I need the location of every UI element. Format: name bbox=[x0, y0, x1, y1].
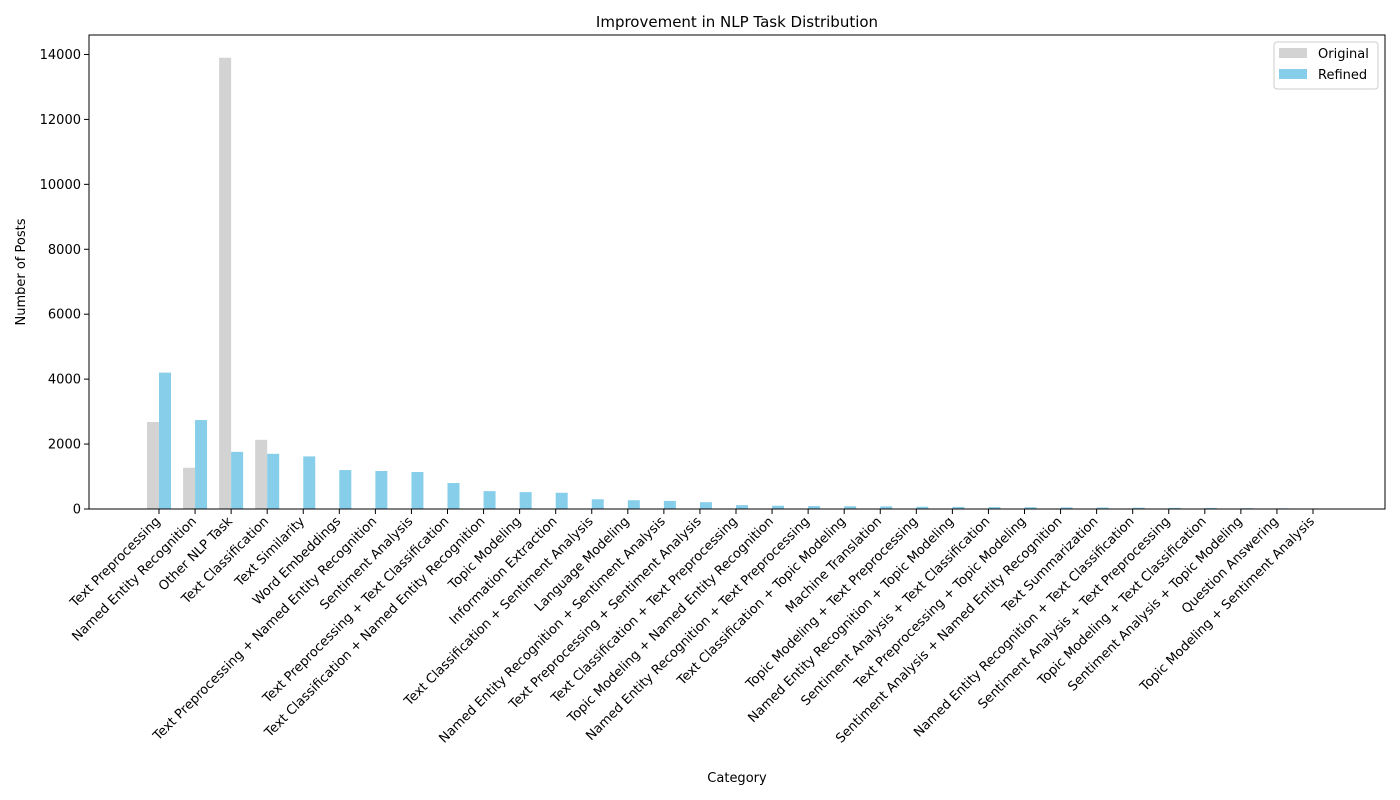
bar-refined bbox=[699, 502, 712, 509]
y-tick-label: 2000 bbox=[48, 438, 81, 453]
y-tick-label: 6000 bbox=[48, 308, 81, 323]
legend-label-original: Original bbox=[1318, 47, 1369, 62]
bar-refined bbox=[627, 500, 640, 509]
bar-refined bbox=[231, 451, 244, 509]
bar-refined bbox=[1096, 507, 1109, 509]
x-axis-label: Category bbox=[707, 771, 767, 786]
y-tick-label: 12000 bbox=[40, 113, 81, 128]
y-axis-ticks: 0 2000 4000 6000 8000 10000 12000 14000 bbox=[40, 48, 89, 518]
legend-swatch-refined bbox=[1279, 69, 1307, 79]
bar-refined bbox=[663, 500, 676, 509]
bar-refined bbox=[736, 505, 748, 509]
bar-refined bbox=[267, 453, 280, 509]
bar-refined bbox=[303, 456, 316, 509]
bar-refined bbox=[808, 506, 821, 509]
bar-refined bbox=[880, 506, 893, 509]
bar-refined bbox=[483, 491, 496, 509]
legend: Original Refined bbox=[1273, 41, 1379, 90]
legend-label-refined: Refined bbox=[1318, 68, 1367, 83]
y-tick-label: 8000 bbox=[48, 243, 81, 258]
bar-refined bbox=[1132, 507, 1145, 509]
bar-original bbox=[147, 421, 159, 509]
bar-refined bbox=[952, 506, 965, 509]
bar-refined bbox=[916, 506, 929, 509]
bar-refined bbox=[411, 471, 424, 509]
bar-refined bbox=[555, 492, 568, 509]
y-tick-label: 4000 bbox=[48, 373, 81, 388]
bar-refined bbox=[1060, 507, 1073, 509]
y-axis-label: Number of Posts bbox=[14, 218, 29, 325]
y-tick-label: 0 bbox=[73, 503, 81, 518]
bar-original bbox=[219, 57, 232, 510]
plot-frame bbox=[88, 34, 1386, 510]
bar-original bbox=[255, 439, 268, 509]
bar-original bbox=[183, 467, 196, 509]
bar-refined bbox=[519, 492, 532, 509]
bar-refined bbox=[195, 420, 208, 509]
chart-title: Improvement in NLP Task Distribution bbox=[596, 13, 878, 31]
bar-refined bbox=[159, 372, 171, 509]
y-tick-label: 10000 bbox=[40, 178, 81, 193]
bar-refined bbox=[447, 483, 460, 509]
bar-refined bbox=[844, 506, 857, 509]
bar-refined bbox=[375, 471, 388, 509]
bar-refined bbox=[339, 470, 352, 509]
y-tick-label: 14000 bbox=[40, 48, 81, 63]
bar-refined bbox=[591, 499, 604, 509]
bars-group bbox=[147, 57, 1325, 510]
bar-refined bbox=[988, 507, 1001, 509]
bar-refined bbox=[772, 505, 785, 509]
bar-refined bbox=[1168, 507, 1181, 509]
legend-swatch-original bbox=[1279, 48, 1307, 58]
bar-refined bbox=[1024, 507, 1037, 509]
